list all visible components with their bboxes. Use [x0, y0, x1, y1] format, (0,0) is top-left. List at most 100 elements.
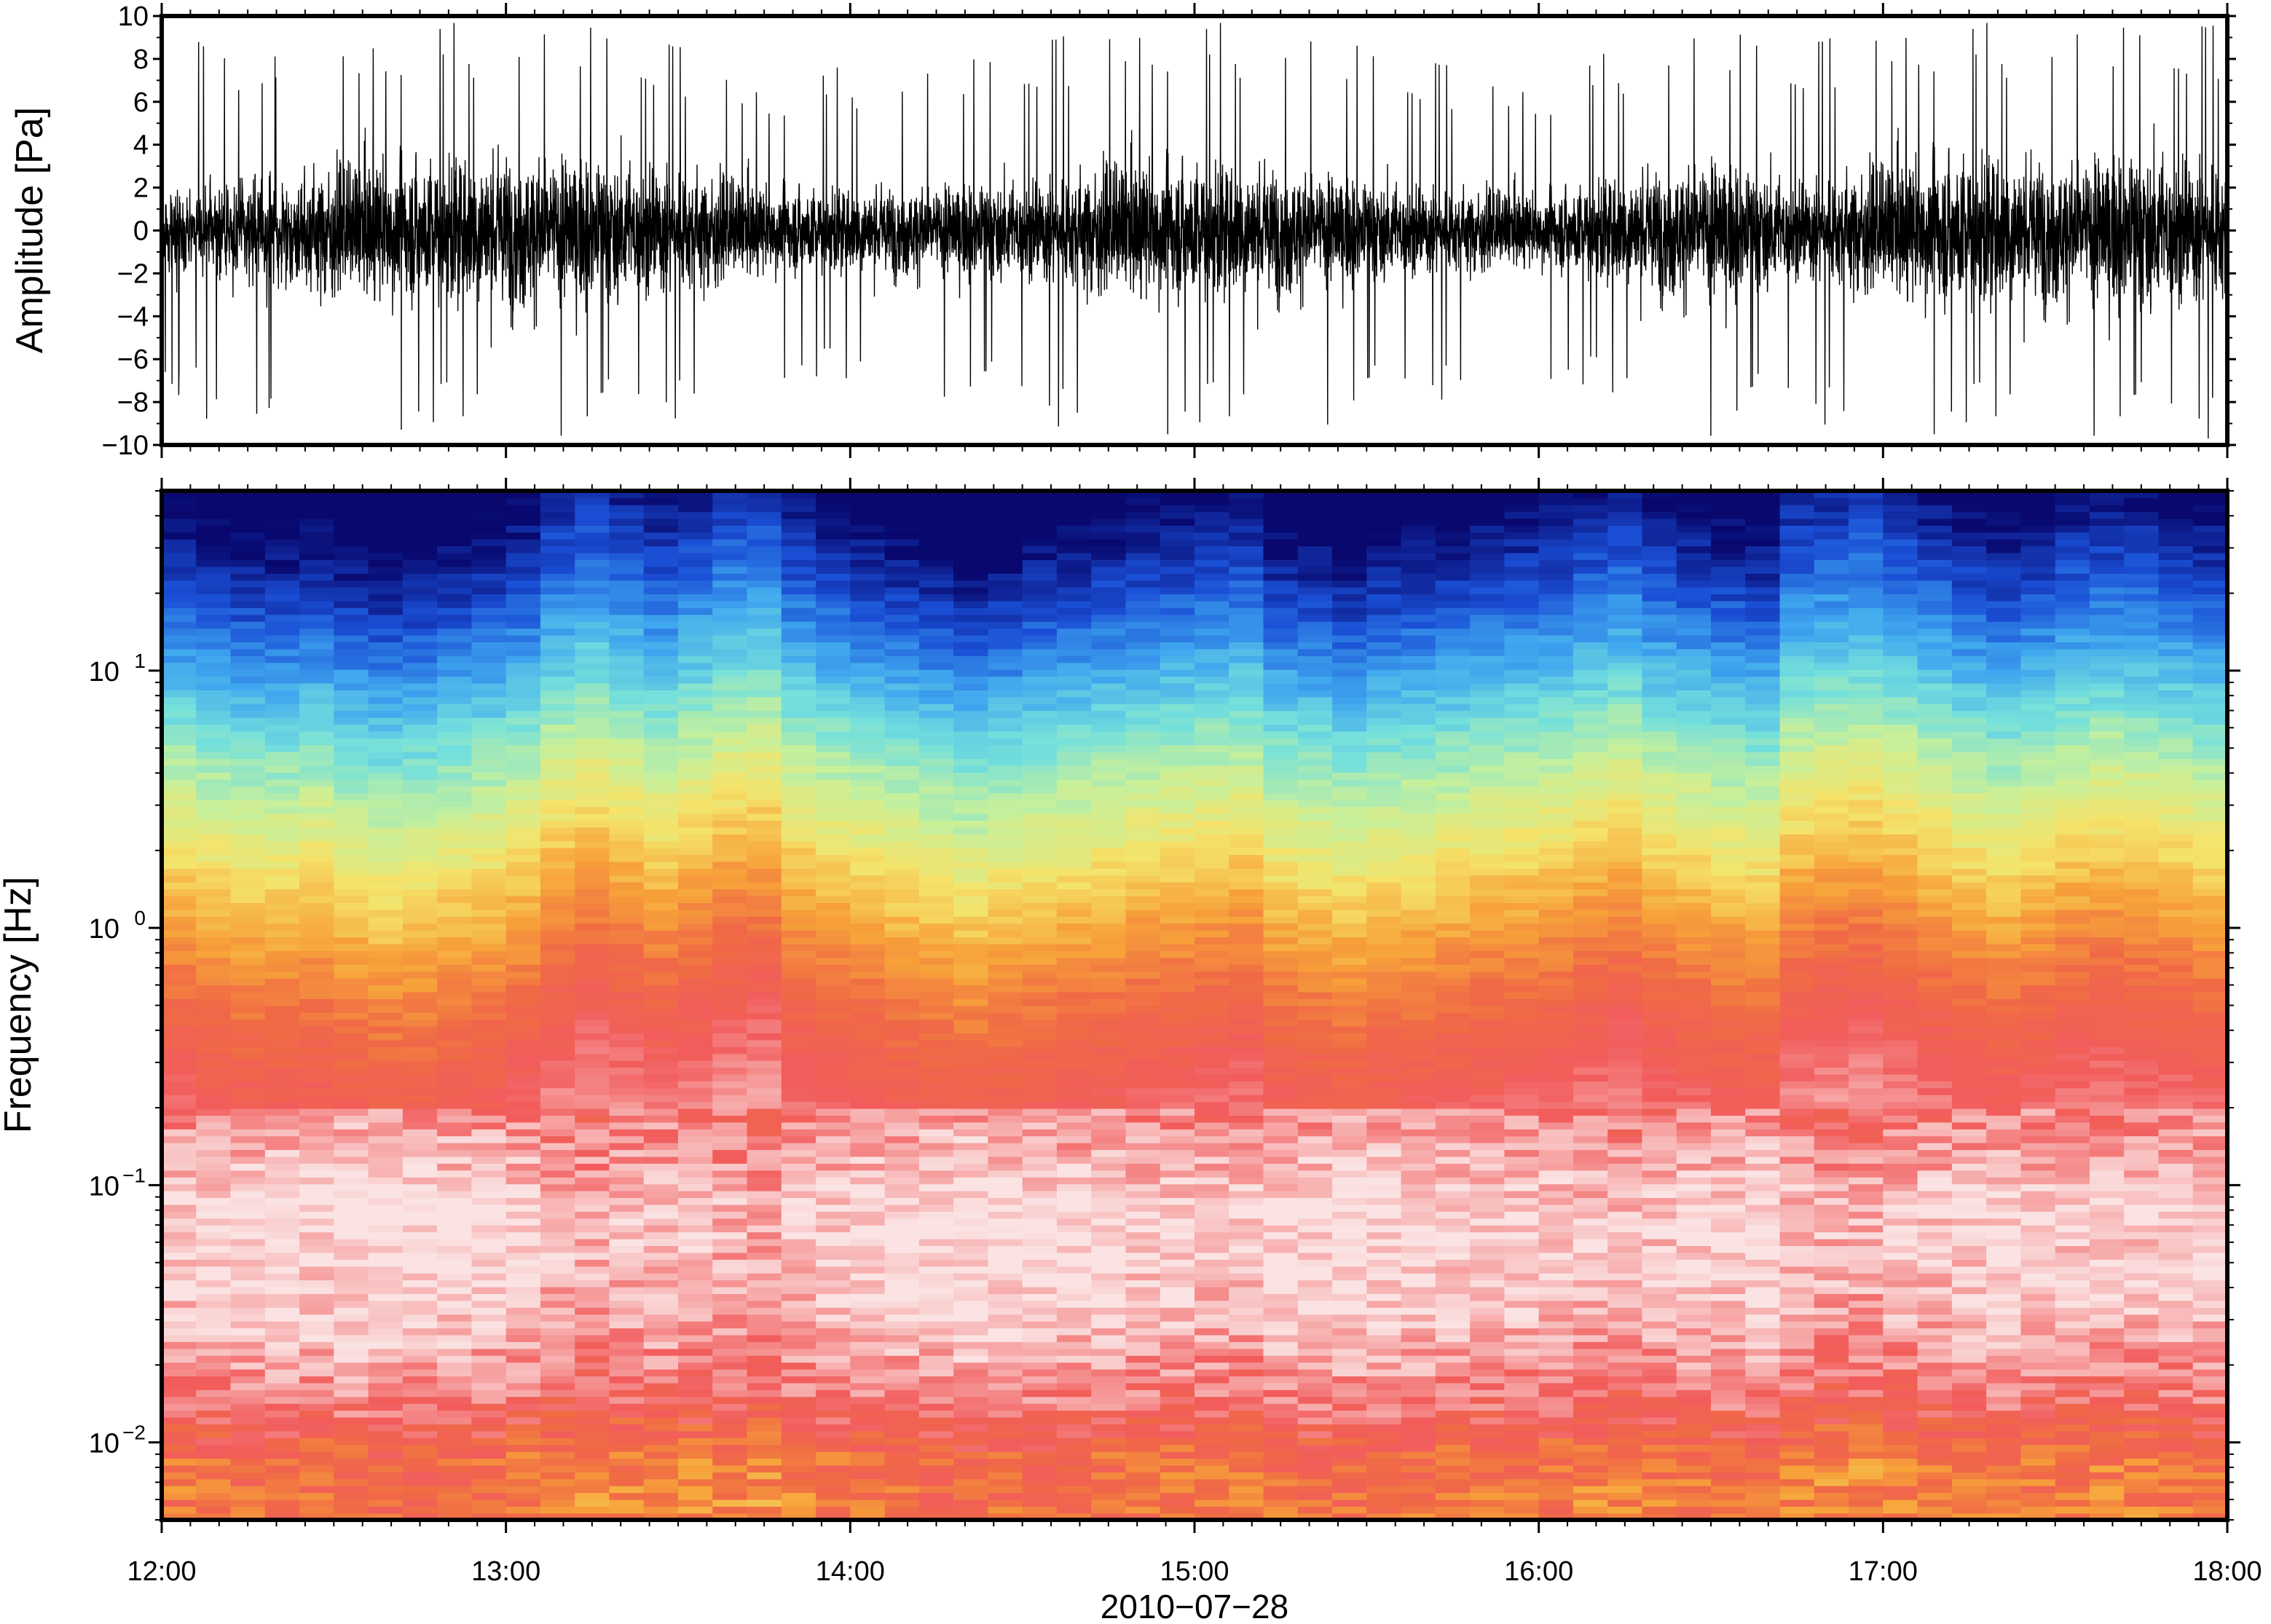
spectrogram-cell: [196, 573, 232, 581]
spectrogram-cell: [334, 1073, 369, 1081]
spectrogram-cell: [1022, 1368, 1058, 1376]
spectrogram-cell: [196, 1328, 232, 1336]
spectrogram-cell: [264, 1224, 300, 1233]
spectrogram-cell: [1194, 642, 1230, 650]
spectrogram-cell: [1056, 1465, 1092, 1473]
spectrogram-cell: [609, 1073, 645, 1081]
spectrogram-cell: [781, 1320, 816, 1329]
spectrogram-cell: [1229, 634, 1264, 643]
spectrogram-cell: [1229, 1211, 1264, 1219]
spectrogram-cell: [1125, 751, 1161, 760]
spectrogram-cell: [540, 923, 575, 931]
spectrogram-cell: [609, 573, 645, 581]
spectrogram-cell: [299, 1204, 335, 1212]
spectrogram-cell: [264, 600, 300, 608]
spectrogram-cell: [437, 875, 473, 883]
spectrogram-cell: [575, 491, 610, 499]
spectrogram-cell: [1194, 1334, 1230, 1342]
spectrogram-cell: [678, 991, 714, 999]
spectrogram-cell: [505, 813, 541, 821]
spectrogram-cell: [1056, 902, 1092, 910]
spectrogram-cell: [1125, 1410, 1161, 1418]
spectrogram-cell: [781, 1492, 816, 1500]
spectrogram-cell: [712, 1245, 748, 1253]
spectrogram-cell: [1091, 580, 1127, 588]
spectrogram-cell: [368, 620, 404, 629]
spectrogram-cell: [1125, 1019, 1161, 1027]
spectrogram-cell: [918, 1293, 954, 1301]
spectrogram-cell: [850, 1101, 886, 1109]
spectrogram-cell: [299, 1396, 335, 1404]
spectrogram-cell: [747, 1355, 782, 1363]
spectrogram-cell: [368, 902, 404, 910]
spectrogram-cell: [988, 1320, 1023, 1329]
spectrogram-cell: [850, 1472, 886, 1480]
spectrogram-cell: [1091, 786, 1127, 794]
spectrogram-cell: [1194, 1444, 1230, 1452]
spectrogram-cell: [747, 1430, 782, 1438]
spectrogram-cell: [1022, 1403, 1058, 1411]
spectrogram-cell: [643, 943, 679, 951]
spectrogram-cell: [678, 724, 714, 732]
spectrogram-cell: [1125, 1129, 1161, 1137]
spectrogram-cell: [1160, 998, 1195, 1006]
spectrogram-cell: [747, 963, 782, 972]
spectrogram-cell: [988, 1211, 1023, 1219]
spectrogram-cell: [712, 840, 748, 848]
spectrogram-cell: [712, 1390, 748, 1398]
spectrogram-cell: [643, 1259, 679, 1267]
spectrogram-cell: [884, 1135, 920, 1143]
spectrogram-cell: [1022, 1382, 1058, 1390]
spectrogram-cell: [850, 730, 886, 738]
spectrogram-cell: [368, 1163, 404, 1171]
spectrogram-cell: [505, 628, 541, 636]
spectrogram-cell: [162, 1286, 197, 1294]
spectrogram-cell: [1125, 1204, 1161, 1212]
spectrogram-cell: [1229, 1163, 1264, 1171]
spectrogram-cell: [540, 998, 575, 1006]
spectrogram-cell: [1022, 1451, 1058, 1459]
spectrogram-cell: [609, 717, 645, 725]
spectrogram-cell: [643, 977, 679, 986]
spectrogram-cell: [918, 772, 954, 780]
spectrogram-cell: [437, 620, 473, 629]
spectrogram-cell: [988, 1341, 1023, 1349]
spectrogram-cell: [1125, 600, 1161, 608]
spectrogram-cell: [712, 491, 748, 499]
spectrogram-cell: [505, 504, 541, 513]
spectrogram-cell: [402, 1513, 438, 1520]
spectrogram-cell: [334, 1430, 369, 1438]
spectrogram-cell: [230, 991, 266, 999]
spectrogram-cell: [230, 820, 266, 828]
spectrogram-cell: [643, 1314, 679, 1322]
spectrogram-cell: [334, 1403, 369, 1411]
spectrogram-cell: [1091, 909, 1127, 917]
spectrogram-cell: [1091, 1094, 1127, 1103]
spectrogram-cell: [1160, 1073, 1195, 1081]
spectrogram-cell: [437, 1355, 473, 1363]
spectrogram-cell: [816, 1067, 851, 1075]
spectrogram-cell: [712, 1033, 748, 1041]
spectrogram-cell: [1056, 971, 1092, 979]
spectrogram-cell: [643, 806, 679, 814]
spectrogram-cell: [540, 1039, 575, 1047]
spectrogram-cell: [1229, 1465, 1264, 1473]
spectrogram-cell: [918, 538, 954, 547]
spectrogram-cell: [162, 963, 197, 972]
spectrogram-cell: [643, 881, 679, 890]
spectrogram-cell: [643, 1451, 679, 1459]
spectrogram-cell: [816, 1396, 851, 1404]
spectrogram-cell: [816, 594, 851, 602]
spectrogram-cell: [540, 1485, 575, 1494]
spectrogram-cell: [575, 1087, 610, 1095]
spectrogram-cell: [299, 1485, 335, 1494]
spectrogram-cell: [747, 552, 782, 560]
spectrogram-cell: [471, 1396, 507, 1404]
spectrogram-cell: [505, 1444, 541, 1452]
spectrogram-cell: [816, 1170, 851, 1178]
spectrogram-cell: [884, 1067, 920, 1075]
spectrogram-cell: [1091, 1005, 1127, 1013]
spectrogram-cell: [918, 1183, 954, 1191]
spectrogram-cell: [781, 614, 816, 622]
spectrogram-cell: [505, 1122, 541, 1130]
